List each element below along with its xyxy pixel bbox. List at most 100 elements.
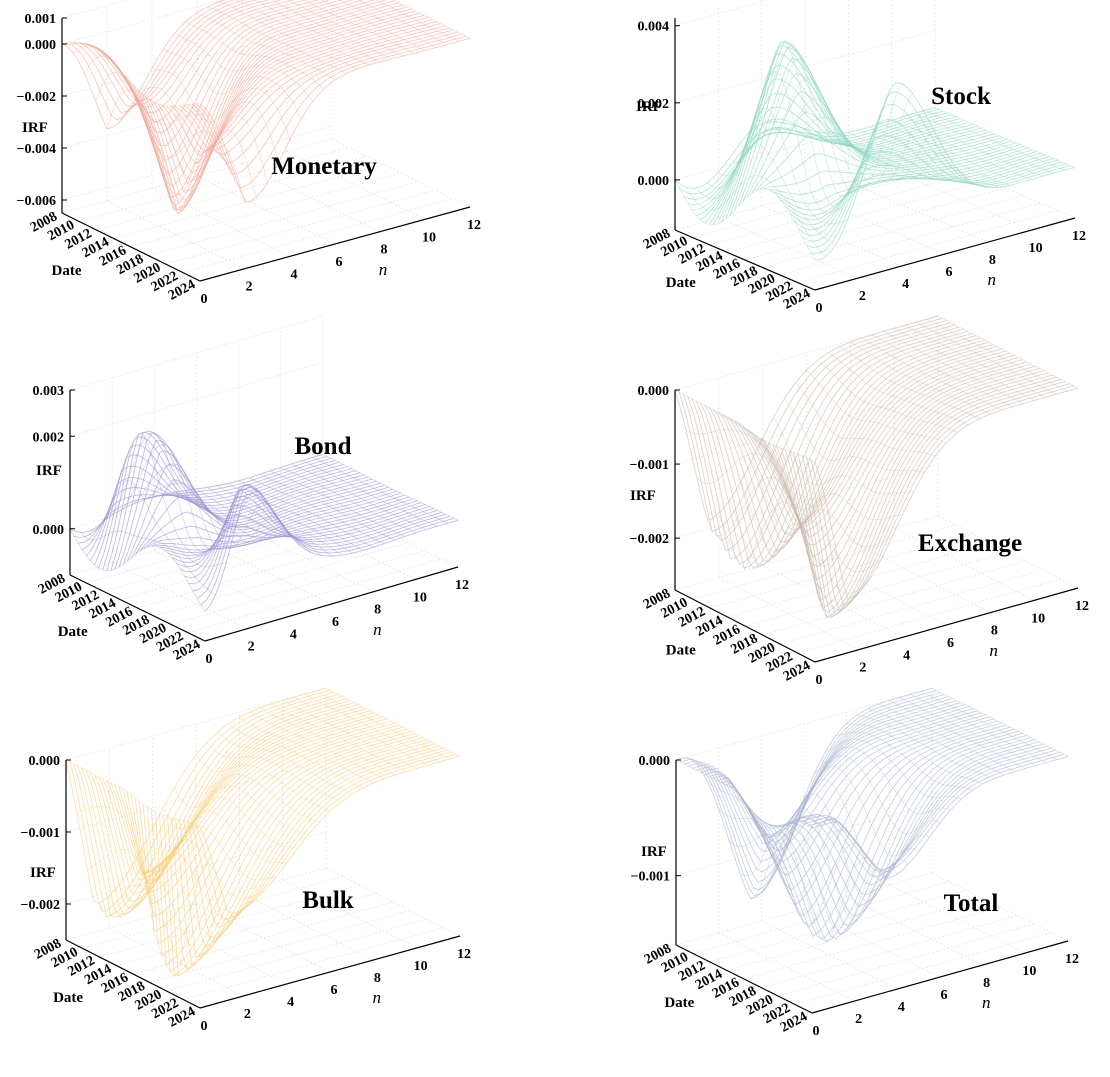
surface-line bbox=[321, 0, 426, 51]
axes bbox=[674, 18, 1076, 291]
n-axis-label: n bbox=[988, 270, 997, 289]
surface-line bbox=[188, 488, 442, 585]
surface-line bbox=[392, 0, 471, 39]
z-tick-label: 0.000 bbox=[638, 174, 670, 189]
grid-lines bbox=[61, 0, 471, 282]
date-axis-label: Date bbox=[664, 995, 694, 1011]
surface-line bbox=[697, 764, 834, 846]
surface-line bbox=[141, 824, 276, 881]
surface-line bbox=[65, 759, 201, 829]
surface-line bbox=[814, 387, 1079, 600]
surface-line bbox=[793, 376, 1057, 618]
n-tick-label: 0 bbox=[816, 673, 823, 688]
n-tick-label: 4 bbox=[290, 627, 297, 642]
surface-line bbox=[718, 501, 860, 610]
surface-line bbox=[784, 398, 925, 473]
surface-line bbox=[904, 324, 1046, 398]
surface-line bbox=[795, 747, 1052, 878]
surface-line bbox=[122, 450, 377, 565]
n-tick-label: 4 bbox=[291, 267, 298, 282]
surface-line bbox=[696, 453, 838, 567]
surface-line bbox=[704, 330, 968, 569]
n-axis-line bbox=[811, 940, 1069, 1014]
surface-line bbox=[152, 810, 287, 864]
surface-line bbox=[846, 722, 983, 785]
surface-line bbox=[685, 429, 827, 507]
surface-line bbox=[195, 753, 457, 921]
surface-line bbox=[782, 778, 919, 880]
chart-panel-monetary: 0.0010.000−0.002−0.004−0.006200820102012… bbox=[17, 0, 481, 307]
n-tick-label: 2 bbox=[859, 289, 866, 304]
surface-line bbox=[94, 454, 348, 566]
surface-line bbox=[717, 337, 981, 558]
surface-line bbox=[729, 834, 866, 926]
surface-line bbox=[721, 710, 978, 844]
surface-line bbox=[217, 731, 352, 795]
surface-line bbox=[95, 71, 235, 195]
surface-line bbox=[98, 704, 359, 895]
surface-line bbox=[839, 346, 980, 420]
surface-line bbox=[739, 831, 877, 943]
surface-line bbox=[61, 0, 226, 130]
surface-line bbox=[780, 370, 1045, 602]
n-tick-label: 6 bbox=[947, 636, 954, 651]
surface-line bbox=[259, 474, 395, 541]
surface-line bbox=[77, 693, 339, 918]
surface-line bbox=[164, 493, 301, 546]
surface-line bbox=[173, 784, 309, 836]
irf-axis-label: IRF bbox=[30, 865, 56, 881]
surface-line bbox=[312, 456, 448, 524]
surface-mesh bbox=[69, 430, 459, 612]
surface-line bbox=[795, 382, 936, 457]
axes bbox=[674, 390, 1079, 663]
surface-line bbox=[338, 0, 437, 48]
surface-line bbox=[82, 0, 283, 106]
surface-line bbox=[771, 792, 909, 903]
surface-mesh bbox=[674, 40, 1076, 261]
surface-line bbox=[143, 490, 397, 550]
irf-axis-label: IRF bbox=[36, 463, 62, 479]
panel-title: Stock bbox=[931, 83, 991, 110]
surface-line bbox=[126, 463, 381, 562]
surface-line bbox=[674, 389, 816, 463]
surface-line bbox=[924, 109, 1065, 171]
surface-line bbox=[746, 90, 1008, 198]
surface-line bbox=[789, 156, 1050, 226]
surface-line bbox=[804, 128, 946, 180]
surface-line bbox=[280, 467, 416, 534]
z-tick-label: −0.001 bbox=[631, 870, 670, 885]
surface-line bbox=[87, 848, 223, 969]
surface-line bbox=[835, 731, 973, 792]
n-axis-label: n bbox=[982, 993, 991, 1012]
n-tick-label: 12 bbox=[1075, 599, 1089, 614]
surface-line bbox=[766, 732, 1023, 939]
surface-line bbox=[199, 755, 461, 915]
surface-line bbox=[130, 720, 392, 895]
irf-axis-label: IRF bbox=[641, 844, 667, 860]
surface-line bbox=[760, 807, 898, 921]
surface-line bbox=[108, 863, 244, 938]
surface-line bbox=[734, 346, 998, 531]
surface-line bbox=[187, 749, 448, 939]
n-tick-label: 12 bbox=[457, 947, 471, 962]
date-axis-line bbox=[675, 944, 813, 1014]
axes bbox=[65, 760, 461, 1009]
irf-axis-label: IRF bbox=[636, 99, 662, 115]
surface-line bbox=[700, 700, 957, 853]
surface-line bbox=[111, 431, 248, 553]
grid-lines bbox=[674, 315, 1079, 663]
surface-line bbox=[304, 693, 439, 763]
surface-line bbox=[780, 152, 1042, 216]
surface-line bbox=[814, 82, 1076, 261]
irf-axis-label: IRF bbox=[22, 120, 48, 136]
surface-line bbox=[891, 119, 1032, 180]
z-tick-label: 0.000 bbox=[29, 754, 61, 769]
date-axis-label: Date bbox=[666, 643, 696, 659]
surface-line bbox=[271, 703, 407, 772]
surface-line bbox=[195, 754, 331, 812]
surface-line bbox=[791, 745, 1048, 886]
n-tick-label: 0 bbox=[206, 652, 213, 667]
n-axis-label: n bbox=[989, 641, 998, 660]
surface-line bbox=[861, 337, 1002, 411]
panel-title: Monetary bbox=[271, 153, 377, 180]
